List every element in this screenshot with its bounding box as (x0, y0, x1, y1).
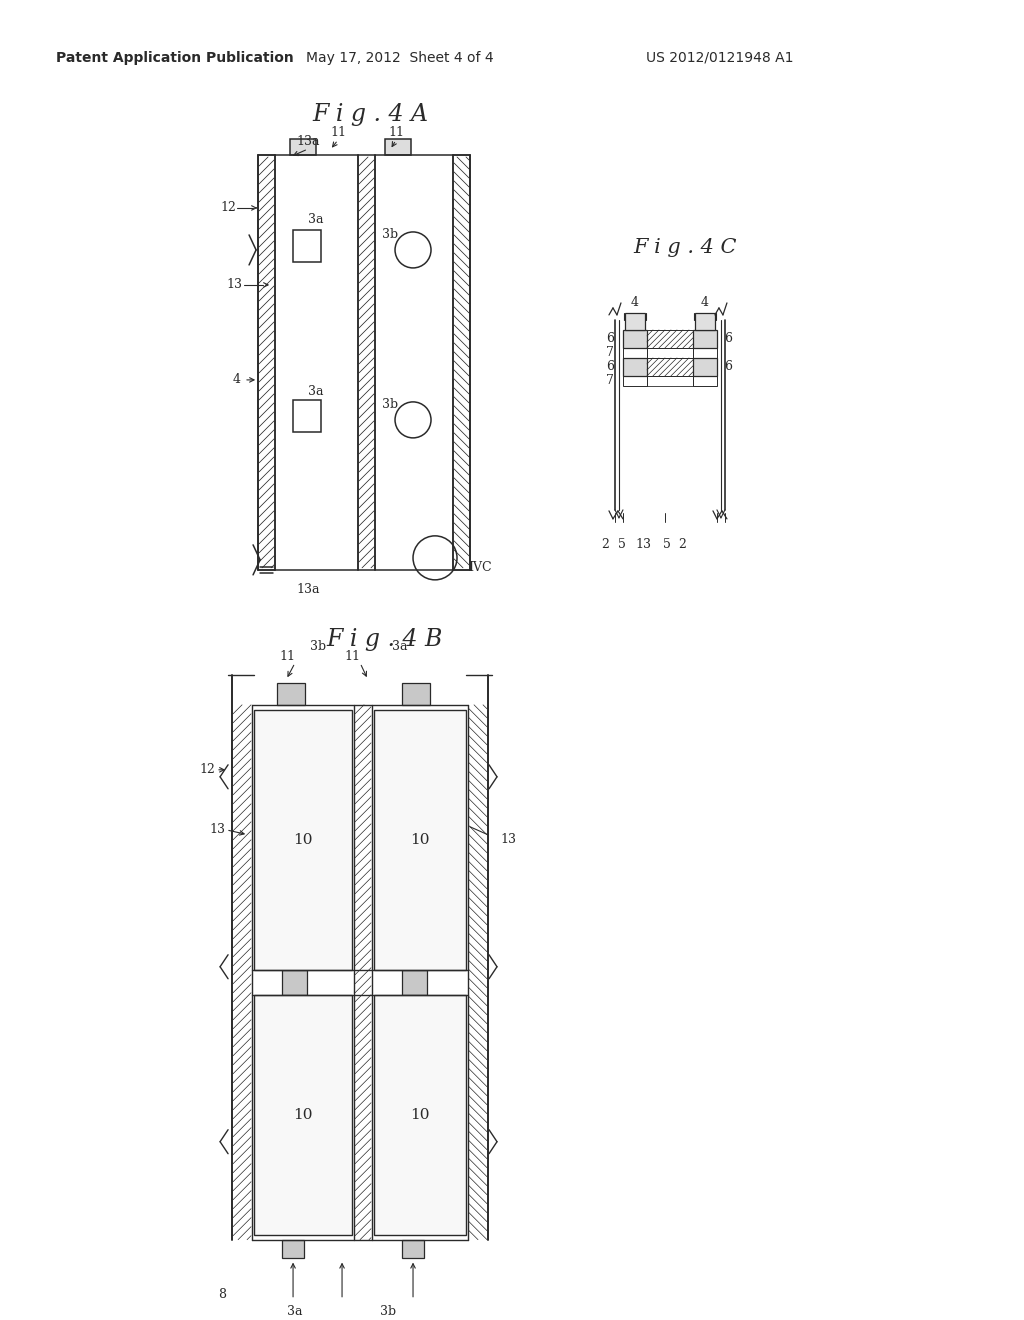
Text: 2: 2 (678, 539, 686, 552)
Bar (282, 1239, 304, 1258)
Text: 4: 4 (631, 297, 639, 309)
Bar (254, 710, 352, 970)
Text: 13a: 13a (296, 136, 319, 148)
Text: 6: 6 (606, 360, 614, 374)
Bar (254, 995, 352, 1234)
Text: May 17, 2012  Sheet 4 of 4: May 17, 2012 Sheet 4 of 4 (306, 51, 494, 65)
Text: 3a: 3a (308, 214, 324, 227)
Text: 3a: 3a (392, 640, 408, 653)
Text: 3b: 3b (382, 228, 398, 242)
Text: 6: 6 (606, 333, 614, 346)
Text: 2: 2 (601, 539, 609, 552)
Bar (293, 400, 322, 432)
Text: 12: 12 (200, 763, 215, 776)
Bar (695, 313, 715, 330)
Text: 10: 10 (293, 833, 312, 847)
Text: Patent Application Publication: Patent Application Publication (56, 51, 294, 65)
Text: 10: 10 (293, 1107, 312, 1122)
Text: 3a: 3a (288, 1305, 303, 1319)
Bar (623, 358, 647, 376)
Bar (385, 139, 411, 154)
Text: 13: 13 (226, 279, 242, 292)
Text: 11: 11 (280, 651, 295, 664)
Bar (647, 358, 693, 376)
Text: 5: 5 (663, 539, 671, 552)
Bar (623, 376, 647, 385)
Text: 10: 10 (411, 833, 430, 847)
Text: 13: 13 (209, 824, 225, 837)
Bar (625, 313, 645, 330)
Bar (293, 230, 322, 261)
Bar (402, 970, 427, 995)
Text: 12: 12 (220, 202, 237, 214)
Bar (278, 682, 305, 705)
Bar (693, 348, 717, 358)
Text: 5: 5 (618, 539, 626, 552)
Text: 6: 6 (724, 333, 732, 346)
Text: 11: 11 (330, 127, 346, 140)
Text: 13: 13 (500, 833, 516, 846)
Text: 11: 11 (344, 651, 360, 664)
Bar (402, 682, 430, 705)
Text: 7: 7 (606, 375, 614, 387)
Text: 13a: 13a (296, 583, 319, 597)
Text: F i g . 4 B: F i g . 4 B (327, 628, 443, 651)
Bar (282, 970, 307, 995)
Bar (647, 376, 693, 385)
Text: IVC: IVC (468, 561, 492, 574)
Text: 4: 4 (233, 374, 241, 387)
Text: 10: 10 (411, 1107, 430, 1122)
Bar (290, 139, 316, 154)
Text: 3a: 3a (308, 385, 324, 399)
Bar (402, 1239, 424, 1258)
Bar (374, 995, 466, 1234)
Text: 3b: 3b (382, 399, 398, 412)
Text: 11: 11 (388, 127, 404, 140)
Text: 3b: 3b (310, 640, 326, 653)
Text: 4: 4 (701, 297, 709, 309)
Bar (693, 330, 717, 348)
Text: 3b: 3b (380, 1305, 396, 1319)
Bar (693, 376, 717, 385)
Bar (647, 330, 693, 348)
Bar (623, 348, 647, 358)
Bar (693, 358, 717, 376)
Text: US 2012/0121948 A1: US 2012/0121948 A1 (646, 51, 794, 65)
Bar (647, 348, 693, 358)
Text: 7: 7 (606, 346, 614, 359)
Text: F i g . 4 A: F i g . 4 A (312, 103, 428, 127)
Text: 13: 13 (635, 539, 651, 552)
Bar (374, 710, 466, 970)
Text: 6: 6 (724, 360, 732, 374)
Text: F i g . 4 C: F i g . 4 C (633, 239, 736, 257)
Bar (623, 330, 647, 348)
Text: 8: 8 (218, 1288, 226, 1302)
